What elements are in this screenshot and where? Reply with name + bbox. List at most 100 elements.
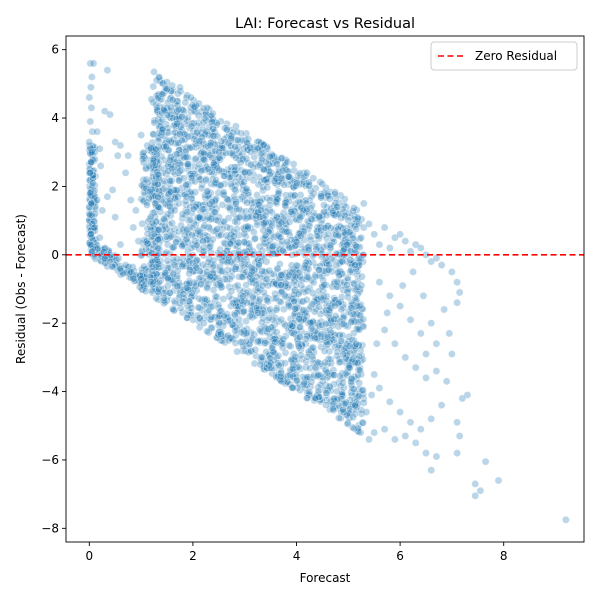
data-point [342,281,351,289]
data-point [224,214,233,222]
data-point [272,294,281,302]
data-point [265,152,274,161]
data-point [401,353,410,362]
data-point [409,267,417,276]
data-point [277,315,286,324]
data-point [223,223,232,232]
data-point [447,350,456,358]
data-point [314,358,323,367]
data-point [154,284,163,293]
data-point [181,197,190,206]
data-point [380,223,389,232]
x-axis-label: Forecast [300,571,351,585]
data-point [88,247,96,256]
data-point [131,206,140,215]
data-point [411,363,420,372]
y-tick-label: 2 [51,179,59,193]
data-point [416,244,425,252]
data-point [93,196,101,204]
data-point [121,168,130,177]
points-layer [85,59,570,524]
data-point [330,210,339,219]
x-tick-label: 0 [85,549,93,563]
data-point [149,82,158,91]
data-point [284,301,293,310]
data-point [370,428,379,437]
data-point [427,466,436,475]
y-axis-label: Residual (Obs - Forecast) [14,214,28,364]
data-point [287,207,295,216]
data-point [183,160,192,169]
data-point [320,347,329,355]
data-point [147,95,156,104]
data-point [206,272,214,281]
data-point [311,394,319,403]
data-point [251,345,260,354]
data-point [332,261,341,270]
data-point [201,176,210,185]
data-point [103,66,112,75]
data-point [233,347,241,356]
data-point [316,310,325,319]
data-point [263,178,272,187]
data-point [277,218,286,227]
data-point [372,339,381,348]
data-point [213,225,222,233]
data-point [291,304,299,313]
data-point [168,305,177,314]
data-point [300,263,309,272]
data-point [262,296,271,305]
x-tick-label: 6 [396,549,404,563]
data-point [145,194,153,203]
x-tick-label: 4 [293,549,301,563]
data-point [242,281,250,289]
data-point [340,245,349,253]
data-point [194,111,203,120]
data-point [149,130,158,139]
data-point [219,171,228,180]
data-point [264,325,273,333]
data-point [151,145,160,154]
x-axis-ticks: 0 2 4 6 8 [85,542,508,563]
y-axis-ticks: −8 −6 −4 −2 0 2 4 6 [41,43,66,535]
data-point [158,115,167,124]
data-point [359,199,368,208]
data-point [195,317,203,326]
data-point [230,311,239,319]
data-point [322,401,330,409]
data-point [311,272,320,281]
data-point [278,246,287,255]
data-point [143,239,152,248]
data-point [260,165,268,174]
data-point [283,227,292,236]
data-point [204,258,213,267]
data-point [296,191,305,199]
data-point [453,278,461,287]
data-point [163,281,172,290]
data-point [126,196,135,204]
data-point [142,175,151,184]
data-point [323,332,332,341]
data-point [233,281,242,290]
data-point [245,168,254,177]
data-point [170,206,179,215]
data-point [356,366,364,375]
data-point [183,313,191,322]
data-point [351,401,360,410]
data-point [375,240,384,249]
data-point [297,281,306,290]
data-point [406,315,415,324]
data-point [336,357,345,366]
data-point [185,269,194,278]
data-point [192,263,201,272]
data-point [306,235,315,244]
data-point [237,272,246,281]
y-tick-label: −2 [41,316,59,330]
data-point [182,153,191,162]
data-point [248,293,257,302]
data-point [143,201,151,209]
data-point [351,293,360,302]
data-point [199,104,208,113]
data-point [243,198,251,207]
data-point [257,318,266,327]
